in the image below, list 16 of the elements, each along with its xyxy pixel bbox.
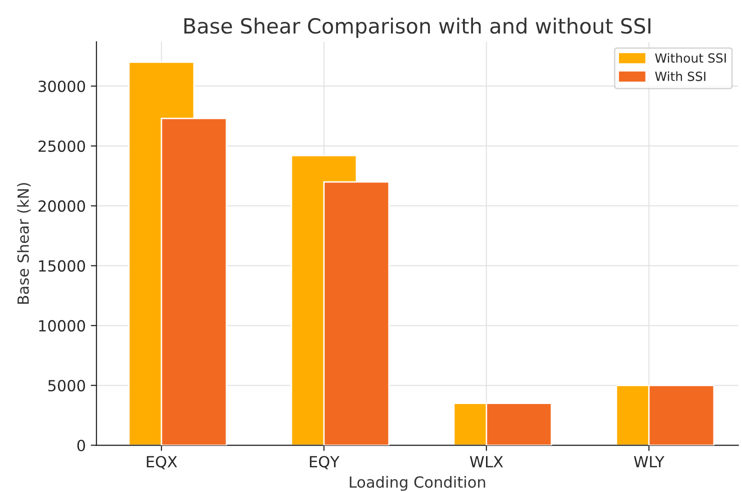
y-tick-label: 25000	[38, 140, 86, 152]
y-tick-label: 10000	[39, 320, 86, 332]
y-tick-label: 5000	[48, 380, 86, 392]
y-tick-label: 30000	[38, 80, 86, 92]
y-tick-label: 20000	[38, 200, 86, 212]
x-axis-title: Loading Condition	[350, 476, 486, 491]
x-tick-label: WLX	[470, 456, 503, 468]
x-tick-label: EQY	[310, 456, 340, 470]
y-tick-label: 0	[77, 440, 86, 452]
chart-title: Base Shear Comparison with and without SSI	[184, 18, 650, 38]
y-tick-label: 15000	[39, 260, 86, 272]
y-axis-title: Base Shear (kN)	[17, 183, 31, 304]
x-tick-label: EQX	[146, 456, 178, 470]
x-tick-label: WLY	[634, 456, 664, 468]
legend-label: With SSI	[655, 71, 706, 82]
legend-label: Without SSI	[655, 53, 726, 63]
